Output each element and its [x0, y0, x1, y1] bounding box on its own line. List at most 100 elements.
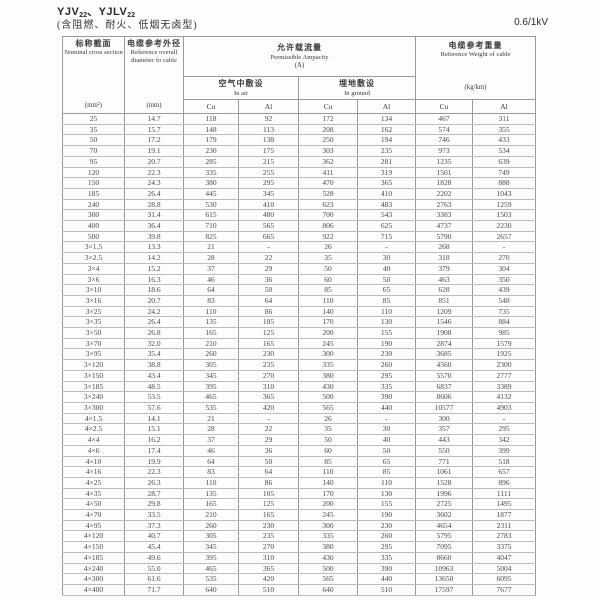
table-cell: 50 — [238, 284, 299, 296]
table-cell: 3389 — [471, 380, 537, 393]
header-al-air: Al — [238, 99, 299, 114]
table-cell: 40.7 — [124, 530, 184, 543]
table-cell: 390 — [357, 562, 416, 575]
table-row: 3×2.5 14.2 28 22 35 30 318 270 — [62, 252, 537, 264]
table-cell: 3685 — [415, 348, 473, 361]
table-row: 25 14.7 118 92 172 134 467 311 — [62, 113, 537, 125]
table-cell: 190 — [357, 509, 416, 521]
table-cell: 64 — [238, 466, 299, 478]
table-cell: 1209 — [415, 305, 473, 318]
table-row: 185 26.4 445 345 528 410 2202 1043 — [62, 187, 537, 200]
table-cell: 4132 — [471, 391, 537, 403]
table-cell: 230 — [183, 145, 239, 157]
table-cell: 3×1.5 — [62, 241, 125, 254]
table-cell: 4×4 — [62, 434, 125, 446]
table-cell: 230 — [357, 348, 416, 361]
table-cell: 3×50 — [62, 327, 125, 339]
table-cell: 46 — [183, 444, 239, 457]
table-row: 4×120 40.7 305 235 335 260 5795 2783 — [62, 530, 537, 543]
header-nominal-unit: (mm²) — [84, 102, 103, 109]
table-cell: 6837 — [415, 380, 473, 393]
table-cell: 28 — [183, 252, 239, 264]
header-diameter: 电缆参考外径 Reference overall diameter fo cab… — [124, 36, 184, 114]
header-cu-weight: Cu — [415, 99, 473, 114]
table-cell: 303 — [298, 145, 358, 157]
table-row: 3×10 18.6 64 50 85 65 628 439 — [62, 284, 537, 296]
table-cell: 295 — [357, 369, 416, 382]
table-cell: 24.2 — [124, 305, 184, 318]
table-cell: 50 — [298, 434, 358, 446]
table-cell: 29 — [238, 262, 299, 275]
table-cell: 440 — [357, 573, 416, 585]
table-cell: 4560 — [415, 359, 473, 371]
table-cell: 305 — [183, 359, 239, 371]
table-cell: 53.5 — [124, 391, 184, 403]
table-cell: 922 — [298, 230, 358, 243]
table-cell: 1111 — [471, 487, 537, 500]
table-cell: 140 — [298, 305, 358, 318]
table-cell: 574 — [415, 123, 473, 136]
table-cell: 165 — [183, 327, 239, 339]
table-cell: 19.1 — [124, 145, 184, 157]
table-row: 4×300 61.6 535 420 565 440 13650 6095 — [62, 573, 537, 585]
table-cell: 61.6 — [124, 573, 184, 585]
table-cell: 311 — [471, 113, 537, 125]
header-al-weight: Al — [471, 99, 537, 114]
table-cell: 120 — [62, 166, 125, 179]
table-cell: 270 — [238, 369, 299, 382]
table-cell: 319 — [357, 166, 416, 179]
table-row: 4×70 33.5 210 165 245 190 3602 1877 — [62, 509, 537, 521]
table-row: 4×150 45.4 345 270 380 295 7095 3375 — [62, 541, 537, 553]
table-row: 3×120 38.8 305 235 335 260 4560 2300 — [62, 359, 537, 371]
table-cell: 3×4 — [62, 262, 125, 275]
table-cell: 335 — [298, 530, 358, 543]
table-cell: 1259 — [471, 198, 537, 211]
table-cell: 50 — [298, 262, 358, 275]
table-cell: 310 — [238, 551, 299, 564]
table-cell: 135 — [183, 316, 239, 329]
header-diameter-en: Reference overall diameter fo cable — [130, 49, 178, 64]
table-cell: 22.3 — [124, 466, 184, 478]
table-cell: 43.4 — [124, 369, 184, 382]
header-weight-unit: (kg/km) — [464, 84, 487, 91]
table-cell: 1528 — [415, 476, 473, 489]
table-cell: 628 — [415, 284, 473, 296]
cable-spec-table: 标称截面 Nominal cross section (mm²) 电缆参考外径 … — [62, 36, 537, 596]
table-row: 3×6 16.3 46 36 60 50 463 350 — [62, 273, 537, 286]
table-cell: 105 — [238, 316, 299, 329]
table-cell: 4×300 — [62, 573, 125, 585]
table-cell: 623 — [298, 198, 358, 211]
table-cell: 140 — [298, 476, 358, 489]
table-cell: 250 — [298, 134, 358, 147]
table-row: 3×185 48.5 395 310 430 335 6837 3389 — [62, 380, 537, 393]
table-cell: 260 — [357, 530, 416, 543]
table-row: 4×50 29.8 165 125 200 155 2725 1495 — [62, 498, 537, 511]
table-cell: 4×25 — [62, 476, 125, 489]
table-cell: 14.2 — [124, 252, 184, 264]
table-cell: 200 — [298, 498, 358, 511]
table-row: 4×185 49.6 395 310 430 335 8660 4047 — [62, 551, 537, 564]
table-cell: 30 — [357, 252, 416, 264]
table-cell: 230 — [238, 519, 299, 532]
table-cell: 430 — [298, 380, 358, 393]
table-cell: 380 — [298, 541, 358, 553]
table-cell: 19.9 — [124, 455, 184, 468]
table-cell: 445 — [183, 187, 239, 200]
table-cell: 1235 — [415, 155, 473, 168]
table-row: 4×1.5 14.1 21-26-300- — [62, 412, 537, 425]
table-cell: 20.7 — [124, 155, 184, 168]
table-cell: 194 — [357, 134, 416, 147]
table-cell: 21 — [183, 412, 239, 425]
table-cell: 26.4 — [124, 316, 184, 329]
table-cell: 28.8 — [124, 198, 184, 211]
table-row: 400 36.4 710 565 806 625 4737 2230 — [62, 220, 537, 232]
table-cell: 528 — [298, 187, 358, 200]
table-cell: 3375 — [471, 541, 537, 553]
table-cell: 26.8 — [124, 327, 184, 339]
table-cell: 715 — [357, 230, 416, 243]
table-cell: 350 — [471, 273, 537, 286]
table-cell: 295 — [238, 177, 299, 189]
table-cell: 2202 — [415, 187, 473, 200]
table-cell: 2300 — [471, 359, 537, 371]
